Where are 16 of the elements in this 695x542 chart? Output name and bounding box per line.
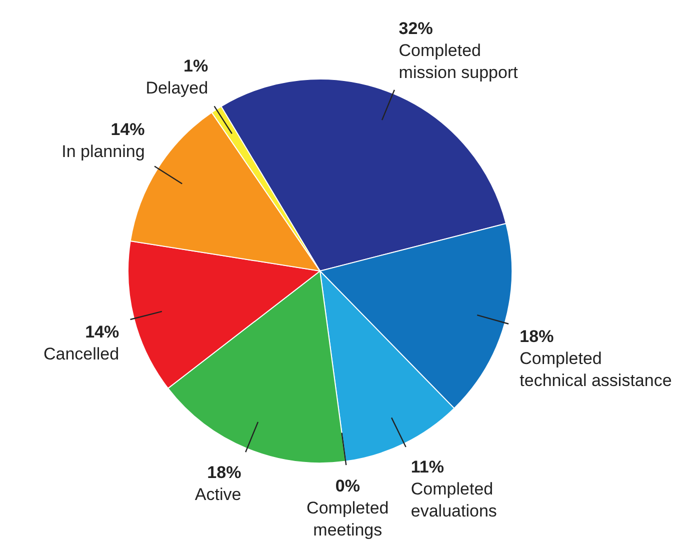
text: 0%: [335, 476, 360, 496]
slice-label: Completed evaluations: [410, 479, 497, 520]
data-label: 11%: [410, 457, 444, 476]
slice-label: In planning: [62, 142, 145, 162]
slice-label: Completed technical assistance: [520, 348, 672, 390]
data-label: 14%: [110, 120, 145, 140]
category-label: Completed meetings: [306, 498, 389, 540]
data-label: 18%: [207, 462, 242, 482]
slice-label: Completed mission support: [398, 41, 518, 82]
data-label: 14%: [85, 322, 120, 342]
slice-label: Active: [194, 484, 242, 504]
data-label: 32%: [398, 19, 433, 38]
data-label: 18%: [520, 326, 554, 346]
slice-label: Cancelled: [43, 344, 120, 364]
data-label: 1%: [184, 56, 208, 76]
slice-label: Delayed: [146, 78, 208, 98]
